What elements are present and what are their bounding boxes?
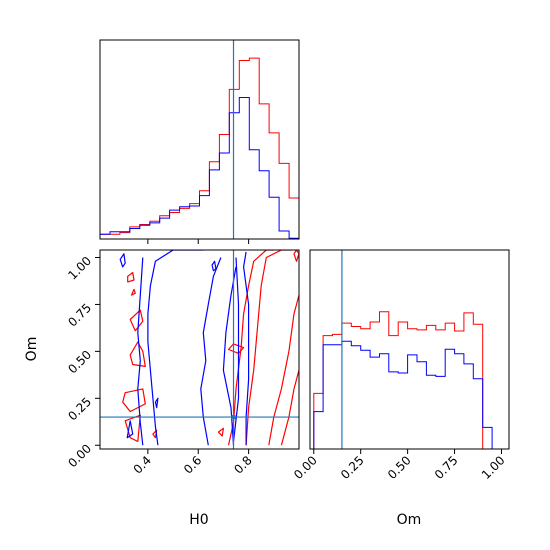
om-y-tick-label: 0.00 <box>65 441 94 470</box>
om-tick-label: 0.25 <box>338 453 367 482</box>
om-histogram-panel: 0.00 0.25 0.50 0.75 1.00 <box>291 249 510 482</box>
contour-red <box>217 427 224 437</box>
om-y-tick-label: 0.50 <box>65 348 94 377</box>
om-tick-label: 0.00 <box>291 453 320 482</box>
om-tick-label: 0.75 <box>432 453 461 482</box>
contour-blue <box>232 257 240 442</box>
h0-histogram-panel <box>99 39 300 244</box>
joint-panel-frame <box>99 249 300 450</box>
om-y-tick-label: 0.25 <box>65 395 94 424</box>
om-panel-frame <box>309 249 510 450</box>
contour-red <box>245 250 292 446</box>
contour-red <box>129 341 146 367</box>
h0-histogram-red <box>99 57 300 239</box>
om-histogram-blue <box>313 340 502 450</box>
om-tick-label: 1.00 <box>479 453 508 482</box>
contour-red <box>280 370 299 446</box>
contour-blue <box>137 257 144 446</box>
contour-red <box>293 250 299 262</box>
x-axis-label-om: Om <box>397 512 422 528</box>
contour-blue <box>211 260 217 272</box>
contour-red <box>227 343 245 354</box>
h0-tick-label: 0.4 <box>131 453 154 476</box>
contour-blue <box>200 257 222 446</box>
x-axis-label-h0: H0 <box>189 512 208 528</box>
y-axis-label-om: Om <box>24 337 40 362</box>
contour-red <box>227 250 274 446</box>
om-y-tick-label: 1.00 <box>65 254 94 283</box>
contour-group <box>119 250 299 446</box>
contour-blue <box>126 420 134 439</box>
contour-red <box>129 309 144 332</box>
h0-panel-frame <box>99 39 300 240</box>
om-y-tick-label: 0.75 <box>65 301 94 330</box>
truth-marker <box>231 415 236 420</box>
contour-red <box>127 271 135 283</box>
contour-blue <box>222 266 237 446</box>
contour-red <box>268 294 299 446</box>
contour-blue <box>154 397 159 409</box>
contour-red <box>130 288 136 296</box>
contour-blue <box>147 250 204 446</box>
h0-om-contour-panel: 0.4 0.6 0.8 0.00 0.25 0.50 0.75 1.00 <box>65 249 300 477</box>
contour-blue <box>119 253 126 268</box>
contour-red <box>122 388 146 413</box>
h0-tick-label: 0.8 <box>231 453 254 476</box>
h0-histogram-blue <box>99 97 300 239</box>
om-tick-label: 0.50 <box>385 453 414 482</box>
h0-tick-label: 0.6 <box>181 453 204 476</box>
